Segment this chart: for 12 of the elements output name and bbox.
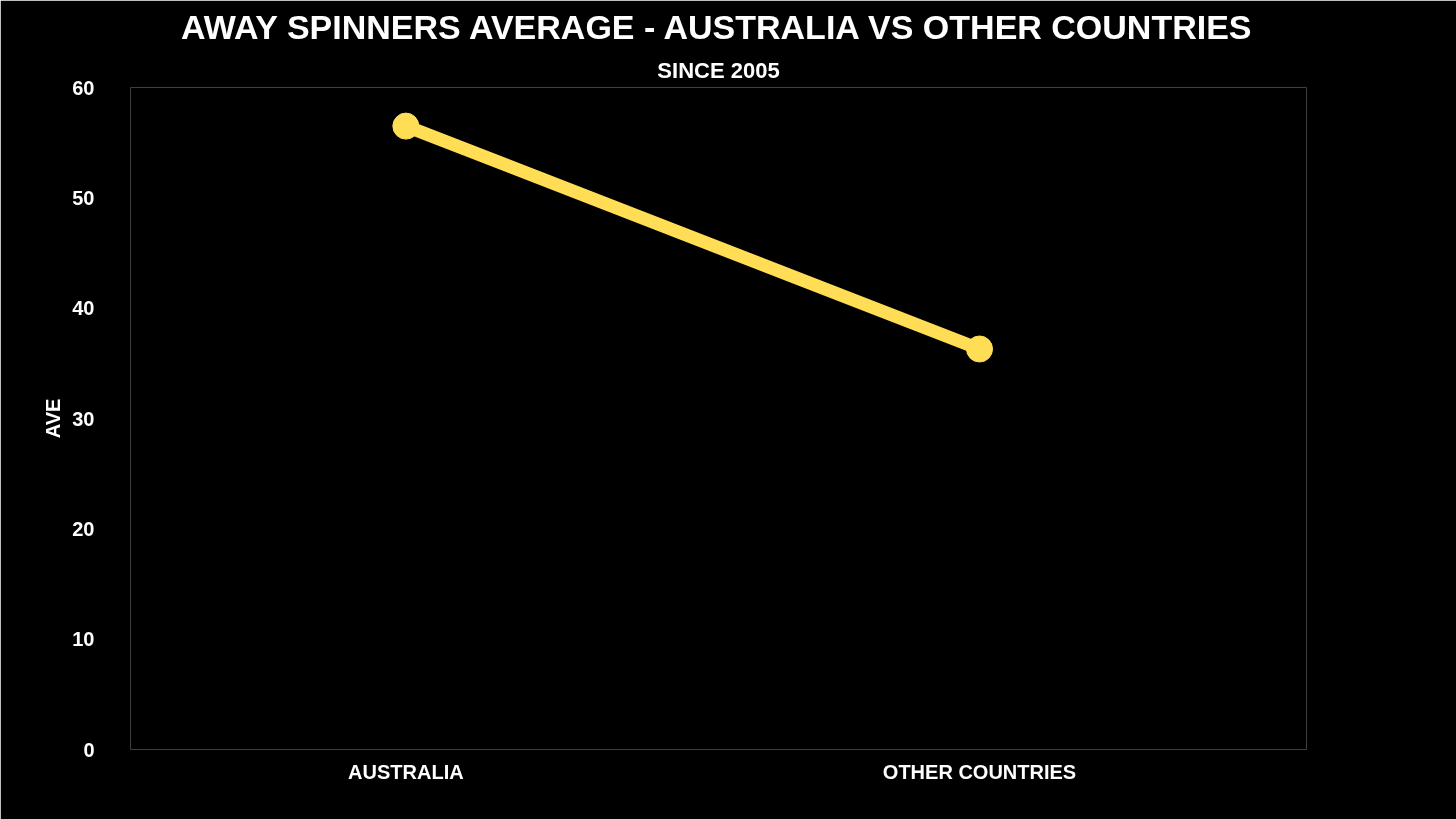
y-tick-label: 60 <box>72 76 95 99</box>
chart-title: AWAY SPINNERS AVERAGE - AUSTRALIA VS OTHER COUNTRIES <box>181 7 1252 46</box>
y-tick-label: 10 <box>72 628 95 651</box>
y-tick-label: 40 <box>72 297 95 320</box>
y-tick-label: 30 <box>72 407 95 430</box>
y-axis-title: AVE <box>42 398 65 439</box>
y-tick-label: 0 <box>83 738 95 761</box>
y-tick-label: 50 <box>72 186 95 209</box>
y-tick-label: 20 <box>72 517 95 540</box>
x-tick-label: AUSTRALIA <box>348 760 464 783</box>
x-tick-label: OTHER COUNTRIES <box>882 760 1077 783</box>
chart-subtitle: SINCE 2005 <box>657 57 780 83</box>
